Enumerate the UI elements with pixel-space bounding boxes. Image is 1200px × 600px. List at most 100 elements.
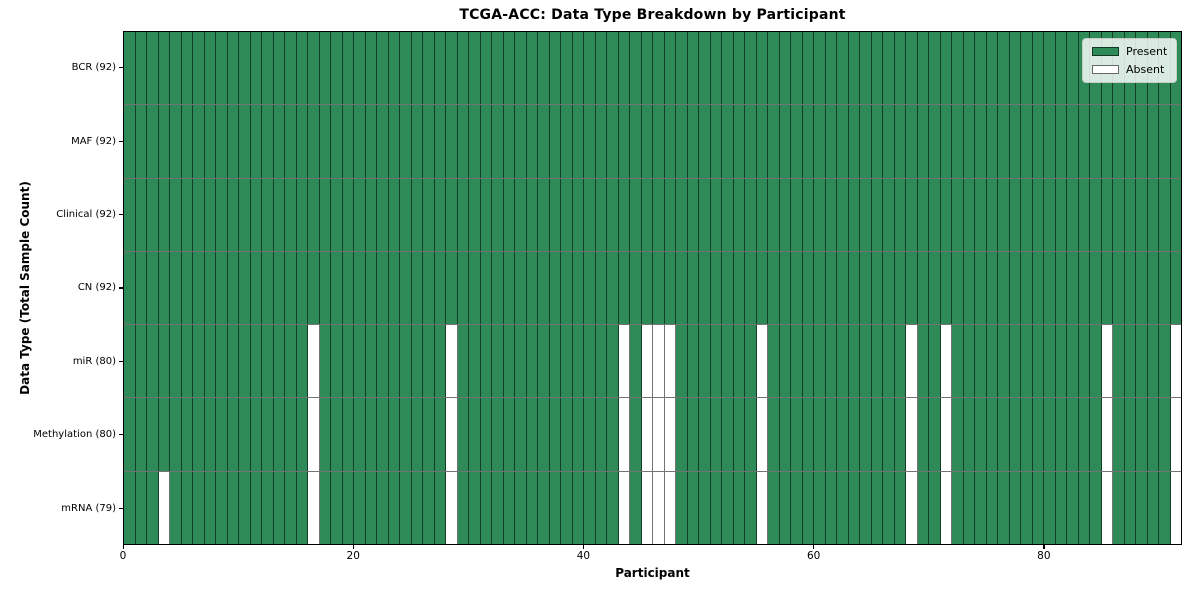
heatmap-cell <box>216 325 228 398</box>
heatmap-cell <box>549 178 561 251</box>
heatmap-cell <box>147 251 159 325</box>
heatmap-cell <box>1032 105 1044 178</box>
heatmap-cell <box>147 471 159 544</box>
heatmap-cell <box>492 471 504 544</box>
heatmap-cell <box>262 178 274 251</box>
heatmap-cell <box>986 105 998 178</box>
heatmap-cell <box>940 178 952 251</box>
heatmap-cell <box>549 251 561 325</box>
heatmap-cell <box>607 325 619 398</box>
heatmap-cell <box>388 105 400 178</box>
heatmap-cell <box>1055 251 1067 325</box>
heatmap-cell <box>158 251 170 325</box>
heatmap-cell <box>193 178 205 251</box>
heatmap-cell <box>503 105 515 178</box>
heatmap-cell <box>181 32 193 105</box>
heatmap-cell <box>1113 471 1125 544</box>
y-tick-mark <box>119 140 123 142</box>
heatmap-cell <box>227 178 239 251</box>
heatmap-cell <box>998 32 1010 105</box>
heatmap-cell <box>894 471 906 544</box>
heatmap-cell <box>492 105 504 178</box>
heatmap-row <box>124 105 1181 179</box>
heatmap-cell <box>641 398 653 471</box>
heatmap-cell <box>848 105 860 178</box>
heatmap-cell <box>1021 251 1033 325</box>
heatmap-cell <box>354 471 366 544</box>
heatmap-cell <box>768 251 780 325</box>
heatmap-cell <box>239 32 251 105</box>
heatmap-cell <box>354 398 366 471</box>
heatmap-cell <box>1078 471 1090 544</box>
heatmap-cell <box>595 398 607 471</box>
heatmap-cell <box>273 178 285 251</box>
heatmap-cell <box>733 398 745 471</box>
heatmap-cell <box>1044 251 1056 325</box>
heatmap-cell <box>1159 251 1171 325</box>
heatmap-cell <box>342 325 354 398</box>
heatmap-cell <box>377 251 389 325</box>
heatmap-cell <box>1124 471 1136 544</box>
heatmap-cell <box>779 178 791 251</box>
heatmap-cell <box>837 178 849 251</box>
heatmap-cell <box>239 178 251 251</box>
heatmap-cell <box>423 251 435 325</box>
heatmap-cell <box>285 32 297 105</box>
x-tick-mark <box>122 545 124 549</box>
heatmap-cell <box>1101 105 1113 178</box>
heatmap-cell <box>837 398 849 471</box>
y-tick: BCR (92) <box>0 31 123 104</box>
heatmap-cell <box>894 178 906 251</box>
heatmap-cell <box>135 251 147 325</box>
heatmap-cell <box>308 471 320 544</box>
heatmap-cell <box>906 32 918 105</box>
heatmap-cell <box>745 471 757 544</box>
heatmap-cell <box>1170 398 1181 471</box>
heatmap-cell <box>917 471 929 544</box>
heatmap-cell <box>1136 471 1148 544</box>
heatmap-cell <box>630 398 642 471</box>
heatmap-cell <box>331 398 343 471</box>
heatmap-cell <box>342 105 354 178</box>
heatmap-cell <box>181 178 193 251</box>
x-axis-label: Participant <box>615 566 690 580</box>
heatmap-cell <box>538 32 550 105</box>
heatmap-cell <box>860 398 872 471</box>
heatmap-cell <box>377 32 389 105</box>
heatmap-cell <box>400 398 412 471</box>
heatmap-cell <box>607 105 619 178</box>
heatmap-cell <box>365 471 377 544</box>
heatmap-cell <box>411 398 423 471</box>
heatmap-cell <box>1090 471 1102 544</box>
legend: Present Absent <box>1082 38 1178 83</box>
heatmap-cell <box>998 105 1010 178</box>
y-tick-label: miR (80) <box>72 355 116 367</box>
heatmap-cell <box>296 32 308 105</box>
heatmap-cell <box>1067 32 1079 105</box>
heatmap-cell <box>710 32 722 105</box>
heatmap-cell <box>400 251 412 325</box>
heatmap-cell <box>1067 251 1079 325</box>
legend-label: Present <box>1126 45 1168 58</box>
heatmap-cell <box>1009 398 1021 471</box>
heatmap-cell <box>791 105 803 178</box>
heatmap-cell <box>124 32 136 105</box>
heatmap-cell <box>1067 325 1079 398</box>
heatmap-cell <box>273 32 285 105</box>
heatmap-cell <box>1159 178 1171 251</box>
heatmap-cell <box>285 251 297 325</box>
heatmap-cell <box>1159 105 1171 178</box>
heatmap-cell <box>1032 398 1044 471</box>
heatmap-cell <box>1078 251 1090 325</box>
heatmap-cell <box>480 471 492 544</box>
heatmap-cell <box>653 105 665 178</box>
heatmap-cell <box>503 32 515 105</box>
heatmap-cell <box>1067 398 1079 471</box>
heatmap-cell <box>929 398 941 471</box>
heatmap-cell <box>365 398 377 471</box>
heatmap-cell <box>860 471 872 544</box>
heatmap-cell <box>791 178 803 251</box>
heatmap-cell <box>331 32 343 105</box>
heatmap-cell <box>641 325 653 398</box>
heatmap-cell <box>653 32 665 105</box>
